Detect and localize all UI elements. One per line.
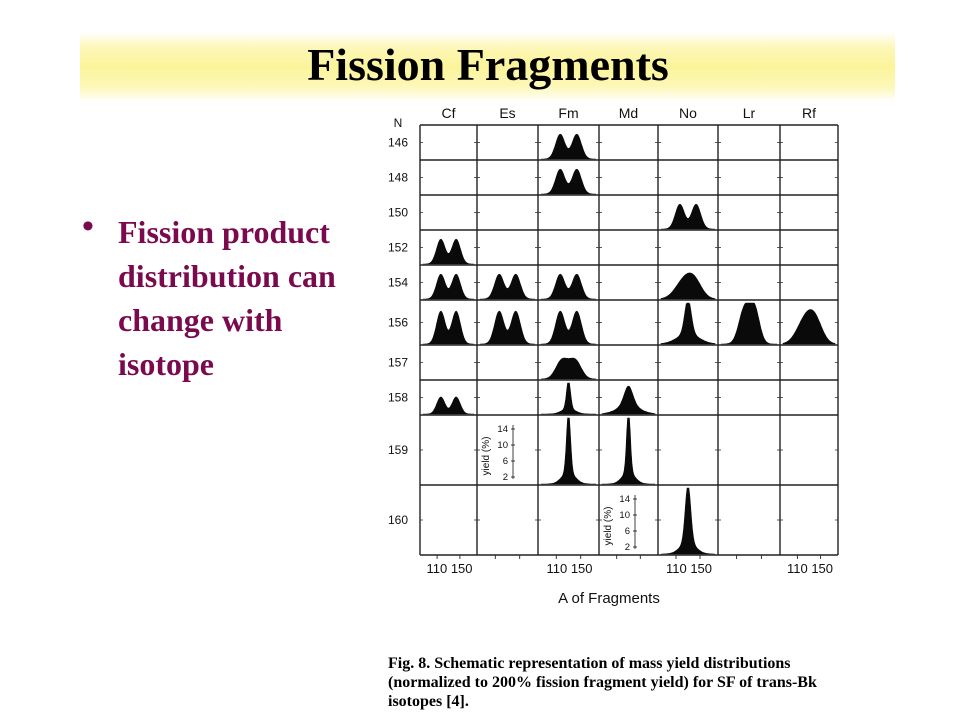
mass-yield-peak	[541, 168, 596, 195]
x-tick-label: 110 150	[546, 561, 592, 576]
yield-tick-label: 2	[625, 542, 630, 553]
mass-yield-peak	[601, 385, 656, 415]
mass-yield-peak	[541, 382, 596, 415]
bullet-dot-icon: •	[82, 208, 94, 245]
row-label: 156	[388, 316, 408, 330]
x-tick-label: 110 150	[787, 561, 833, 576]
title-band	[80, 32, 895, 102]
yield-tick-label: 10	[619, 510, 630, 521]
row-label: 146	[388, 136, 408, 150]
n-axis-label: N	[394, 116, 403, 130]
mass-yield-peak	[602, 417, 655, 485]
column-header: Es	[499, 105, 515, 121]
row-label: 148	[388, 171, 408, 185]
mass-yield-peak	[661, 487, 715, 555]
mass-yield-peak	[423, 273, 474, 300]
mass-yield-peak	[423, 238, 474, 265]
mass-yield-figure: Cf Es Fm Md No Lr RfN1461481501521541561571581…	[388, 105, 839, 607]
yield-tick-label: 14	[497, 424, 508, 435]
slide-title: Fission Fragments	[307, 39, 669, 90]
column-header: No	[679, 105, 697, 121]
mass-yield-peak	[480, 310, 535, 345]
row-label: 152	[388, 241, 408, 255]
column-header: Cf	[442, 105, 456, 121]
row-label: 160	[388, 513, 408, 527]
x-tick-label: 110 150	[426, 561, 472, 576]
column-header: Rf	[802, 105, 816, 121]
row-label: 150	[388, 206, 408, 220]
yield-tick-label: 2	[503, 472, 508, 483]
yield-tick-label: 6	[625, 526, 630, 537]
row-label: 159	[388, 443, 408, 457]
mass-yield-peak	[540, 357, 597, 380]
column-header: Fm	[558, 105, 578, 121]
mass-yield-peak	[782, 309, 836, 345]
mass-yield-peak	[660, 272, 716, 300]
x-axis-title: A of Fragments	[558, 590, 660, 607]
yield-tick-label: 6	[503, 456, 508, 467]
mass-yield-peak	[660, 302, 716, 345]
mass-yield-peak	[541, 417, 596, 485]
mass-yield-peak	[423, 396, 474, 415]
row-label: 158	[388, 391, 408, 405]
yield-axis-label: yield (%)	[603, 507, 614, 546]
yield-tick-label: 14	[619, 494, 630, 505]
x-tick-label: 110 150	[666, 561, 712, 576]
mass-yield-peak	[661, 203, 715, 230]
mass-yield-peak	[721, 302, 777, 345]
yield-tick-label: 10	[497, 440, 508, 451]
mass-yield-peak	[541, 273, 596, 300]
figure-caption: Fig. 8. Schematic representation of mass…	[388, 655, 817, 710]
column-header: Md	[619, 105, 638, 121]
column-header: Lr	[743, 105, 756, 121]
row-label: 154	[388, 276, 408, 290]
mass-yield-peak	[541, 133, 596, 160]
bullet-text: Fission product distribution can change …	[118, 214, 336, 382]
yield-axis-label: yield (%)	[481, 437, 492, 476]
mass-yield-peak	[423, 310, 474, 345]
mass-yield-peak	[541, 310, 596, 345]
mass-yield-peak	[480, 273, 535, 300]
row-label: 157	[388, 356, 408, 370]
